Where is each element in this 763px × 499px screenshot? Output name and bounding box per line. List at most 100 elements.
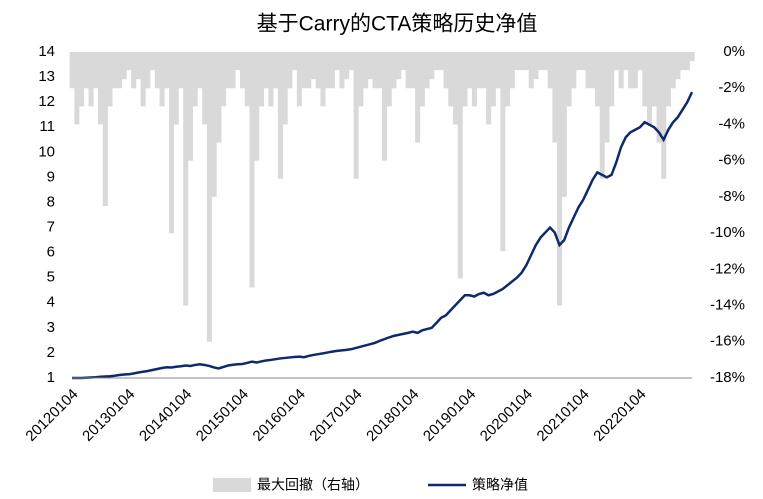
drawdown-bar [547, 52, 553, 89]
y2-tick-label: -2% [718, 79, 745, 96]
drawdown-bar [183, 52, 189, 306]
drawdown-bar [618, 52, 624, 89]
drawdown-bar [377, 52, 383, 89]
drawdown-bar [112, 52, 118, 89]
drawdown-bar [613, 52, 619, 71]
drawdown-bar [637, 52, 643, 71]
drawdown-bar [98, 52, 104, 125]
drawdown-bar [471, 52, 477, 107]
drawdown-bar [74, 52, 80, 125]
drawdown-bar [642, 52, 648, 107]
drawdown-bar [315, 52, 321, 89]
drawdown-bar [419, 52, 425, 107]
drawdown-bar [173, 52, 179, 125]
x-tick-label: 20140104 [136, 386, 195, 445]
drawdown-bar [542, 52, 548, 71]
drawdown-bar [623, 52, 629, 71]
y-tick-label: 3 [47, 319, 55, 336]
drawdown-bar [391, 52, 397, 89]
y-tick-label: 11 [39, 118, 55, 135]
x-tick-label: 20210104 [534, 386, 593, 445]
x-tick-label: 20190104 [420, 386, 479, 445]
drawdown-bar [216, 52, 222, 143]
drawdown-bar [268, 52, 274, 107]
drawdown-bar [424, 52, 430, 89]
drawdown-bar [320, 52, 326, 107]
drawdown-bar [684, 52, 690, 71]
x-tick-label: 20150104 [193, 386, 252, 445]
drawdown-bar [533, 52, 539, 80]
drawdown-bar [244, 52, 250, 107]
drawdown-bar [415, 52, 421, 143]
drawdown-bar [405, 52, 411, 89]
y-tick-label: 7 [47, 219, 55, 236]
y-tick-label: 4 [47, 294, 55, 311]
drawdown-bar [628, 52, 634, 89]
x-tick-label: 20180104 [363, 386, 422, 445]
drawdown-bar [240, 52, 246, 89]
drawdown-bar [367, 52, 373, 80]
drawdown-bar [221, 52, 227, 107]
drawdown-bar [670, 52, 676, 89]
drawdown-bar [656, 52, 662, 143]
drawdown-bar [254, 52, 260, 161]
drawdown-bar [159, 52, 165, 107]
x-tick-label: 20130104 [79, 386, 138, 445]
y2-tick-label: -18% [710, 369, 745, 386]
x-tick-label: 20170104 [306, 386, 365, 445]
drawdown-bar [154, 52, 160, 89]
y2-tick-label: -8% [718, 188, 745, 205]
legend-label: 策略净值 [472, 477, 528, 493]
drawdown-bar [311, 52, 317, 80]
drawdown-bar [386, 52, 392, 107]
drawdown-bar [169, 52, 175, 234]
y-tick-label: 12 [38, 93, 55, 110]
drawdown-bar [334, 52, 340, 71]
drawdown-bar [192, 52, 198, 107]
drawdown-bar [665, 52, 672, 107]
drawdown-bar [566, 52, 572, 107]
drawdown-bar [675, 52, 681, 80]
drawdown-bar [467, 52, 473, 89]
drawdown-bar [277, 52, 283, 179]
drawdown-bar [680, 52, 686, 71]
drawdown-bar [263, 52, 269, 89]
drawdown-bar [197, 52, 203, 89]
x-tick-label: 20120104 [22, 386, 81, 445]
drawdown-bar [585, 52, 591, 89]
drawdown-bar [632, 52, 638, 89]
drawdown-bar [590, 52, 596, 89]
drawdown-bar [273, 52, 279, 89]
y2-tick-label: -12% [710, 260, 745, 277]
y-tick-label: 10 [38, 143, 55, 160]
drawdown-bar [211, 52, 217, 197]
drawdown-bar [296, 52, 302, 107]
drawdown-bar [202, 52, 208, 125]
drawdown-bar [594, 52, 601, 107]
drawdown-bar [344, 52, 350, 80]
y-tick-label: 13 [38, 68, 55, 85]
drawdown-bar [339, 52, 345, 89]
x-tick-label: 20160104 [250, 386, 309, 445]
drawdown-bar [481, 52, 487, 89]
drawdown-bar [140, 52, 146, 107]
drawdown-bar [249, 52, 255, 288]
drawdown-bar [145, 52, 151, 89]
drawdown-bar [131, 52, 137, 89]
y2-tick-label: 0% [723, 43, 745, 60]
drawdown-bar [258, 52, 264, 107]
y-tick-label: 14 [38, 43, 55, 60]
drawdown-bar [230, 52, 236, 89]
drawdown-bar [462, 52, 468, 107]
drawdown-bar [661, 52, 667, 179]
drawdown-bar [116, 52, 122, 89]
drawdown-bar [452, 52, 459, 125]
drawdown-bar [571, 52, 577, 89]
y2-tick-label: -10% [710, 224, 745, 241]
drawdown-bar [348, 52, 354, 71]
drawdown-bar [528, 52, 534, 89]
drawdown-bar [500, 52, 506, 252]
y2-tick-label: -4% [718, 115, 745, 132]
